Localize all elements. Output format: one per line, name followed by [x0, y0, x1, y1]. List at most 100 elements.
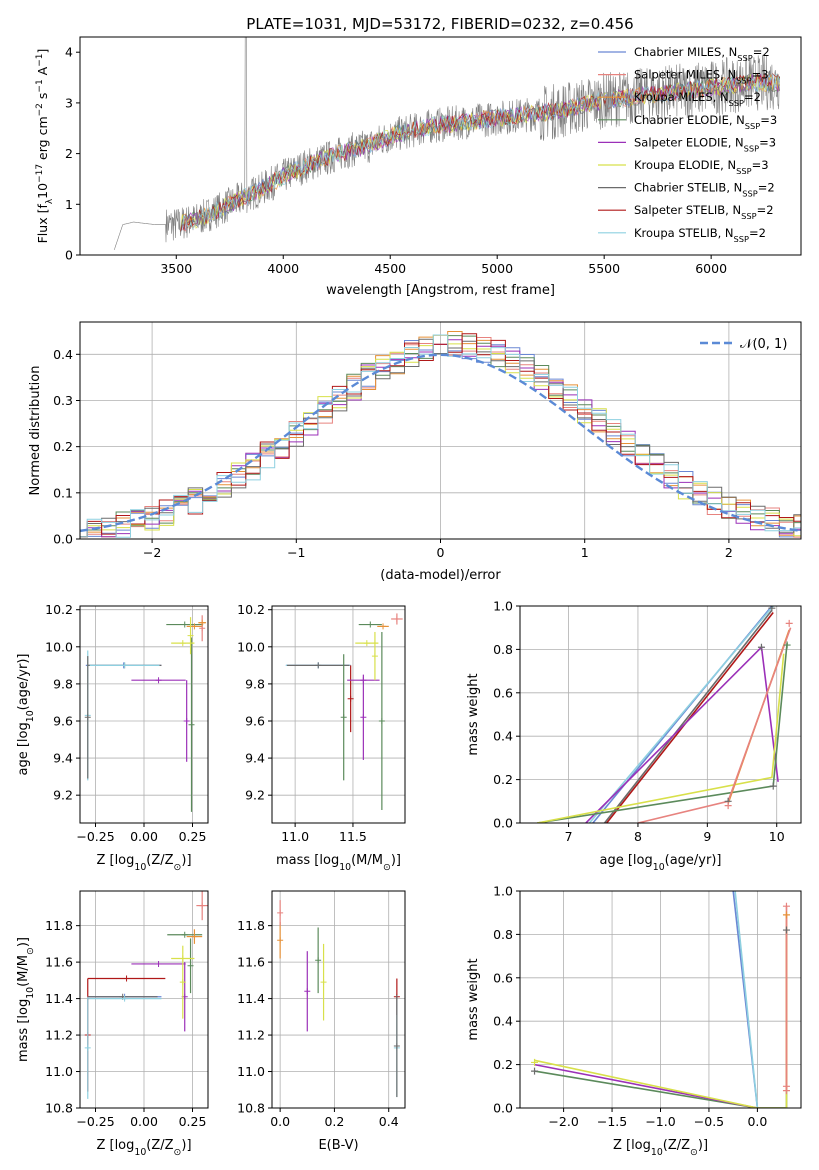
- label-part: SSP: [736, 166, 751, 176]
- y-tick-label: 9.8: [245, 676, 265, 691]
- weight-marker: [531, 1067, 539, 1075]
- y-tick-label: 0.6: [493, 970, 513, 985]
- model-spectrum-line: [180, 73, 780, 233]
- plot-area: [80, 606, 208, 823]
- panel-mass_vs_Z: −0.25 0.00 0.25 10.8 11.0 11.2 11.4 11.6 11.8 Z […: [16, 890, 209, 1158]
- weight-marker: [724, 802, 732, 810]
- x-tick-label: 9: [703, 829, 711, 844]
- label-part: ⊙: [174, 862, 182, 873]
- residual-histogram: [80, 338, 801, 538]
- y-tick-label: 0.1: [53, 485, 73, 500]
- y-tick-label: 0: [65, 248, 73, 263]
- x-tick-label: 0.2: [324, 1114, 344, 1129]
- y-tick-label: 11.8: [237, 918, 265, 933]
- x-tick-label: 6000: [695, 261, 727, 276]
- data-point-marker: [304, 988, 311, 995]
- data-point-marker: [155, 677, 162, 684]
- y-tick-label: 0.8: [493, 927, 513, 942]
- y-tick-label: 10.8: [45, 1101, 73, 1116]
- y-tick-label: 9.2: [53, 788, 73, 803]
- label-part: A: [35, 66, 50, 79]
- x-tick-label: −0.25: [76, 829, 114, 844]
- label-part: (Z/Z: [663, 1138, 690, 1153]
- y-tick-label: 0.4: [493, 729, 513, 744]
- plot-area: [80, 322, 801, 539]
- y-tick-label: 0.8: [493, 642, 513, 657]
- label-part: SSP: [745, 121, 760, 131]
- label-part: SSP: [734, 234, 749, 244]
- data-point-marker: [121, 995, 128, 1002]
- y-tick-label: 0.2: [493, 772, 513, 787]
- plot-area: [80, 891, 208, 1108]
- label-part: Z [log: [96, 853, 134, 868]
- data-point-marker: [191, 933, 198, 940]
- data-point-marker: [155, 960, 162, 967]
- label-part: age [log: [600, 853, 653, 868]
- x-axis-label: wavelength [Angstrom, rest frame]: [326, 283, 555, 298]
- plot-area: [272, 891, 405, 1108]
- label-part: =3: [760, 113, 777, 127]
- label-part: 10: [134, 862, 146, 873]
- x-tick-label: 5000: [481, 261, 513, 276]
- label-part: Salpeter MILES, N: [634, 68, 736, 82]
- label-part: (M/M: [16, 955, 31, 987]
- x-axis-label: (data-model)/error: [380, 568, 501, 583]
- label-part: )]: [181, 1138, 191, 1153]
- x-tick-label: 0: [437, 545, 445, 560]
- weight-marker: [782, 1087, 790, 1095]
- y-tick-label: 1.0: [493, 599, 513, 614]
- plot-area: [113, 37, 780, 251]
- label-part: Flux [f: [35, 204, 50, 244]
- x-tick-label: −2.0: [548, 1114, 578, 1129]
- label-part: )]: [16, 937, 31, 947]
- weight-line: [588, 606, 774, 823]
- x-tick-label: −0.25: [76, 1114, 114, 1129]
- weight-marker: [785, 619, 793, 627]
- label-part: Chabrier STELIB, N: [634, 181, 742, 195]
- label-part: −1: [35, 79, 45, 92]
- x-tick-label: 0.0: [747, 1114, 767, 1129]
- label-part: SSP: [729, 98, 744, 108]
- legend-entry: Kroupa MILES, NSSP=2: [634, 90, 761, 108]
- x-axis-label: Z [log10(Z/Z⊙)]: [96, 853, 191, 873]
- panel-spectrum: 3500 4000 4500 5000 5500 6000 0 1 2 3 4 wavelength …: [35, 36, 802, 298]
- x-tick-label: 0.0: [270, 1114, 290, 1129]
- label-part: SSP: [741, 211, 756, 221]
- plot-area: [272, 606, 405, 823]
- y-tick-label: 9.4: [245, 751, 265, 766]
- x-tick-label: 4000: [267, 261, 299, 276]
- label-part: =2: [753, 45, 770, 59]
- label-part: 10: [339, 862, 351, 873]
- panel-age_vs_Z: −0.25 0.00 0.259.29.49.69.810.010.2Z [log1…: [16, 602, 209, 873]
- weight-marker: [768, 606, 776, 612]
- x-axis-label: Z [log10(Z/Z⊙)]: [613, 1138, 708, 1158]
- x-tick-label: 4500: [374, 261, 406, 276]
- x-tick-label: −1.0: [645, 1114, 675, 1129]
- label-part: Z [log: [96, 1138, 134, 1153]
- legend-entry: Kroupa STELIB, NSSP=2: [634, 226, 766, 244]
- label-part: =2: [757, 203, 774, 217]
- figure-title: PLATE=1031, MJD=53172, FIBERID=0232, z=0…: [246, 15, 633, 33]
- panel-age_vs_mass: 11.0 11.5 9.2 9.4 9.6 9.8 10.0 10.2 mass [log10(…: [237, 602, 406, 873]
- data-point-marker: [179, 640, 186, 647]
- label-part: Z [log: [613, 1138, 651, 1153]
- label-part: =2: [758, 181, 775, 195]
- x-tick-label: −1: [287, 545, 305, 560]
- y-tick-label: 9.2: [245, 788, 265, 803]
- x-tick-label: −2: [143, 545, 161, 560]
- data-point-marker: [371, 653, 378, 660]
- axes-frame: [271, 890, 406, 1109]
- x-tick-label: 1: [581, 545, 589, 560]
- data-point-marker: [183, 717, 190, 724]
- weight-marker: [782, 902, 790, 910]
- x-tick-label: 0.4: [379, 1114, 399, 1129]
- data-point-marker: [315, 662, 322, 669]
- y-tick-label: 11.4: [45, 991, 73, 1006]
- label-part: −2: [35, 103, 45, 116]
- label-part: mass [log: [276, 853, 339, 868]
- legend-entry: Salpeter ELODIE, NSSP=3: [634, 135, 776, 153]
- data-point-marker: [378, 717, 385, 724]
- weight-marker: [783, 641, 791, 649]
- label-part: λ: [45, 198, 55, 204]
